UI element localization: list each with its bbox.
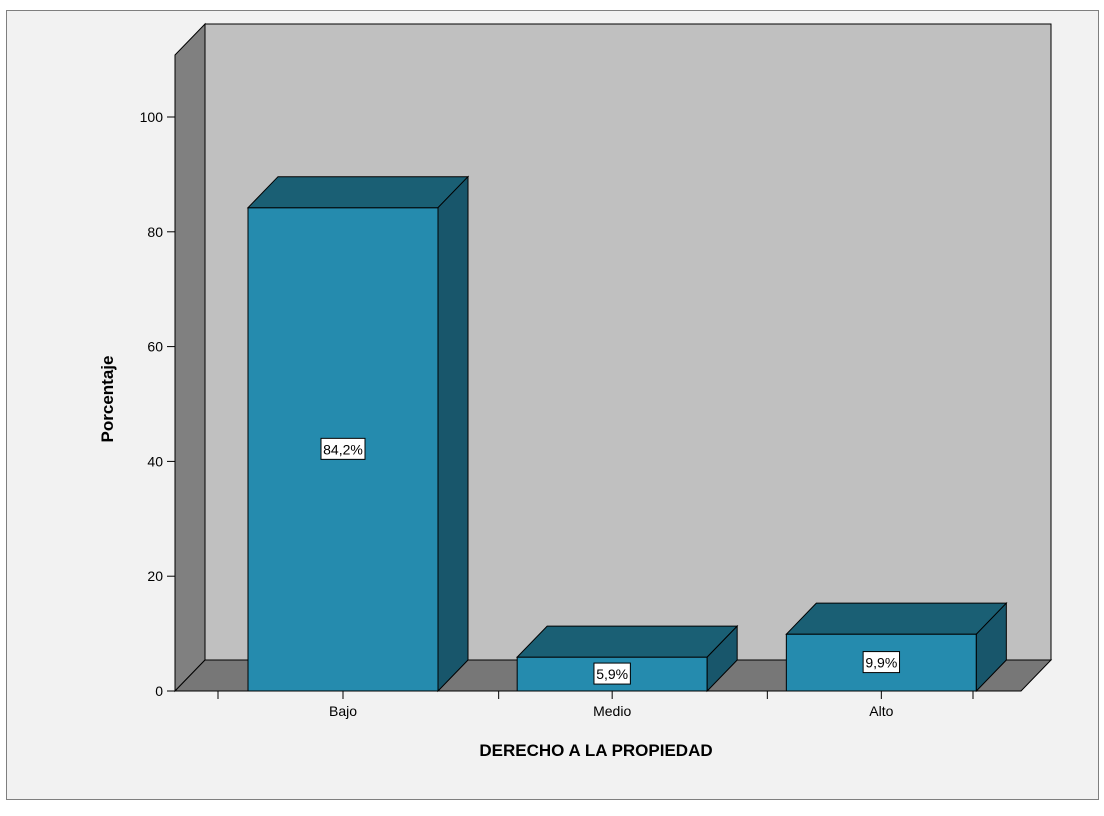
y-tick-label: 40: [147, 453, 163, 469]
x-tick-label: Alto: [869, 703, 893, 719]
data-label-text: 5,9%: [596, 666, 628, 682]
y-tick-label: 20: [147, 568, 163, 584]
data-label: 9,9%: [862, 651, 901, 674]
x-tick-label: Medio: [593, 703, 631, 719]
data-label: 5,9%: [593, 662, 631, 685]
data-label-box: [320, 437, 366, 460]
y-tick-label: 0: [155, 683, 163, 699]
bar-alto: [785, 601, 1008, 693]
bar-side: [975, 601, 1007, 693]
x-axis-title: DERECHO A LA PROPIEDAD: [479, 741, 712, 760]
bar-top: [515, 625, 739, 658]
data-label-text: 9,9%: [865, 655, 897, 671]
bar-top: [785, 602, 1008, 635]
chart-frame: 0 20 40 60 80 100 Bajo 84,2% Medio 5,9% Alto 9,9% …: [6, 10, 1099, 800]
data-label-box: [862, 651, 901, 674]
bar-side: [437, 175, 469, 693]
data-label-text: 84,2%: [323, 441, 363, 457]
y-tick-label: 60: [147, 339, 163, 355]
data-label: 84,2%: [320, 437, 366, 460]
x-tick-label: Bajo: [329, 703, 357, 719]
bar-top: [246, 176, 470, 209]
y-tick-label: 100: [140, 109, 164, 125]
side-wall: [174, 22, 206, 693]
y-axis-title: Porcentaje: [98, 356, 117, 443]
bar-side: [706, 624, 738, 693]
y-tick-label: 80: [147, 224, 163, 240]
bar-bajo: [246, 175, 470, 693]
data-label-box: [593, 662, 631, 685]
